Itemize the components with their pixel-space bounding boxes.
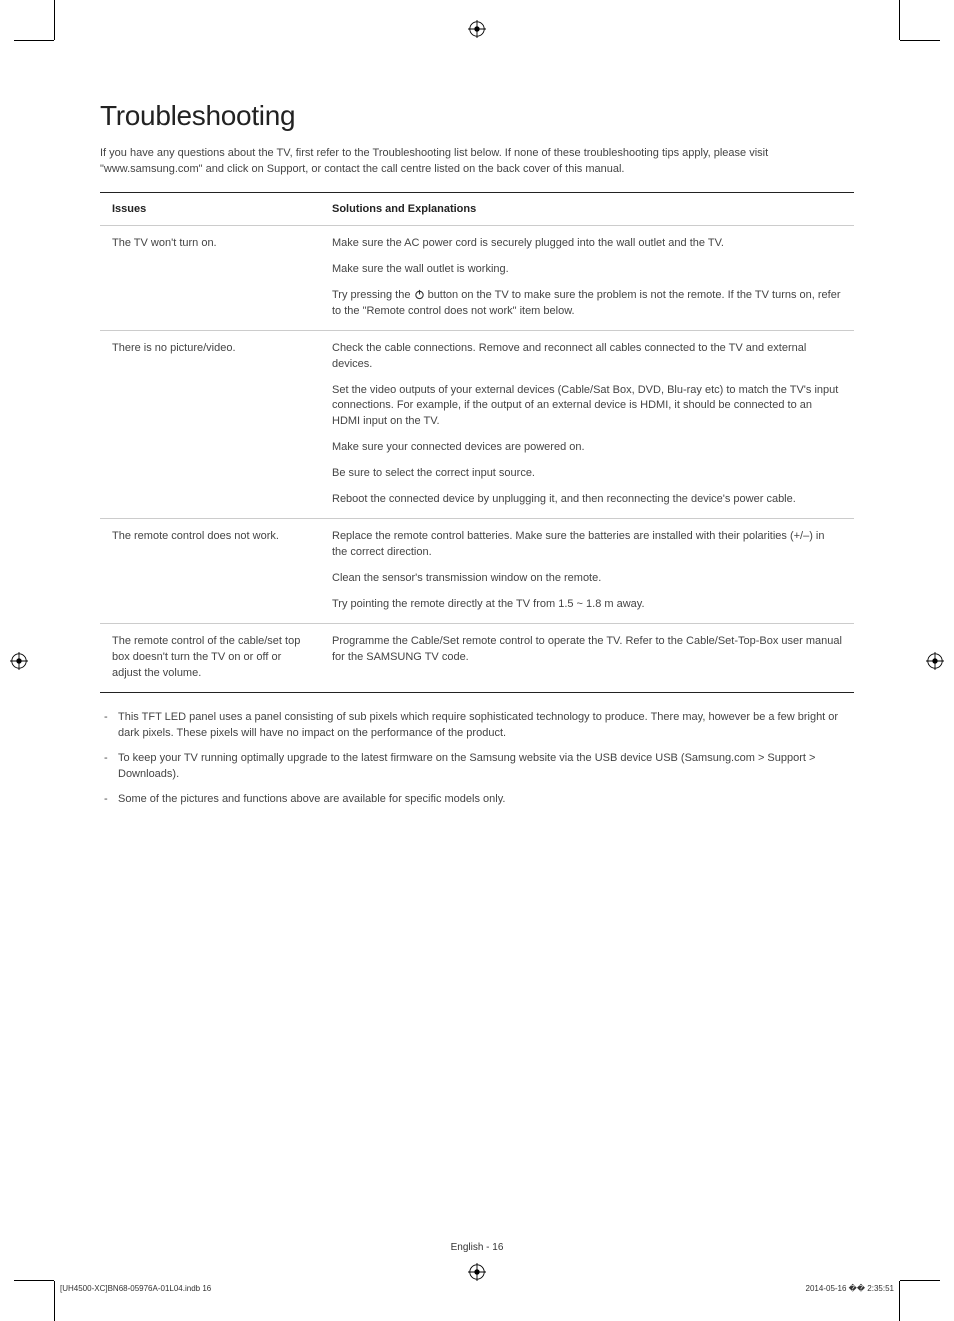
solution-text: Set the video outputs of your external d… — [332, 383, 842, 431]
solution-text: Make sure your connected devices are pow… — [332, 440, 842, 456]
solution-cell: Check the cable connections. Remove and … — [320, 330, 854, 519]
registration-mark-icon — [468, 1263, 486, 1281]
crop-mark — [900, 40, 940, 41]
footnotes-list: This TFT LED panel uses a panel consisti… — [100, 709, 854, 808]
issue-cell: The remote control of the cable/set top … — [100, 623, 320, 692]
solution-cell: Programme the Cable/Set remote control t… — [320, 623, 854, 692]
solution-text: Try pointing the remote directly at the … — [332, 597, 842, 613]
crop-mark — [899, 1281, 900, 1321]
issue-cell: The remote control does not work. — [100, 519, 320, 624]
page-title: Troubleshooting — [100, 100, 854, 132]
power-icon — [414, 289, 425, 300]
issue-cell: The TV won't turn on. — [100, 225, 320, 330]
crop-mark — [899, 0, 900, 40]
page-number: English - 16 — [0, 1242, 954, 1253]
issue-cell: There is no picture/video. — [100, 330, 320, 519]
solution-cell: Replace the remote control batteries. Ma… — [320, 519, 854, 624]
crop-mark — [14, 40, 54, 41]
footnote-item: This TFT LED panel uses a panel consisti… — [118, 709, 854, 742]
solution-text: Programme the Cable/Set remote control t… — [332, 634, 842, 666]
solution-text: Clean the sensor's transmission window o… — [332, 571, 842, 587]
troubleshooting-table: Issues Solutions and Explanations The TV… — [100, 192, 854, 693]
solution-cell: Make sure the AC power cord is securely … — [320, 225, 854, 330]
intro-paragraph: If you have any questions about the TV, … — [100, 146, 854, 178]
header-issues: Issues — [100, 192, 320, 225]
page-content: Troubleshooting If you have any question… — [100, 60, 854, 815]
solution-text: Make sure the wall outlet is working. — [332, 262, 842, 278]
solution-text: Try pressing the button on the TV to mak… — [332, 288, 842, 320]
footer-file-ref: [UH4500-XC]BN68-05976A-01L04.indb 16 — [60, 1284, 211, 1293]
solution-text: Make sure the AC power cord is securely … — [332, 236, 842, 252]
footnote-item: To keep your TV running optimally upgrad… — [118, 750, 854, 783]
registration-mark-icon — [468, 20, 486, 38]
solution-text: Reboot the connected device by unpluggin… — [332, 492, 842, 508]
crop-mark — [14, 1280, 54, 1281]
crop-mark — [900, 1280, 940, 1281]
solution-text: Be sure to select the correct input sour… — [332, 466, 842, 482]
footer-timestamp: 2014-05-16 �� 2:35:51 — [806, 1284, 894, 1293]
footnote-item: Some of the pictures and functions above… — [118, 791, 854, 808]
registration-mark-icon — [926, 652, 944, 670]
registration-mark-icon — [10, 652, 28, 670]
solution-text: Check the cable connections. Remove and … — [332, 341, 842, 373]
header-solutions: Solutions and Explanations — [320, 192, 854, 225]
crop-mark — [54, 0, 55, 40]
solution-text: Replace the remote control batteries. Ma… — [332, 529, 842, 561]
crop-mark — [54, 1281, 55, 1321]
